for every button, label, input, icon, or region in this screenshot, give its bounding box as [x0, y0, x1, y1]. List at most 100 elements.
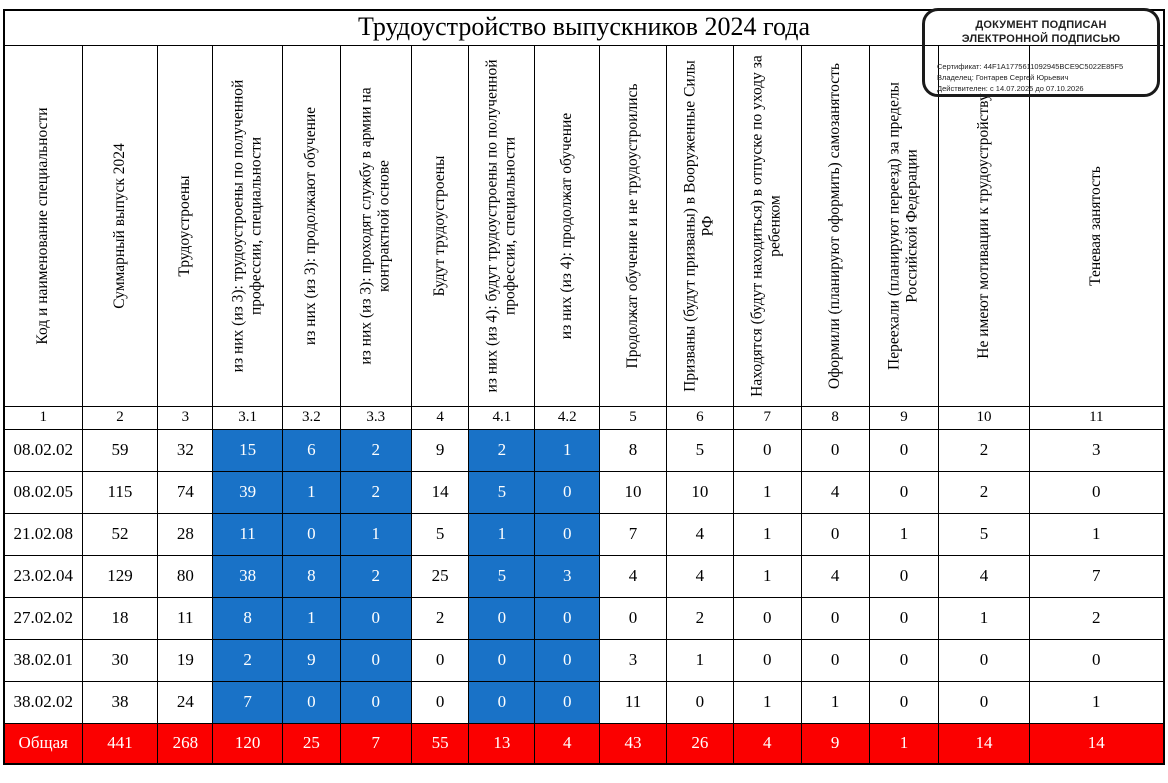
value-cell: 2	[665, 596, 734, 640]
specialty-code: 38.02.02	[3, 680, 83, 724]
col-header-label-3: Трудоустроены	[176, 174, 194, 277]
col-header-11: Теневая занятость	[1028, 44, 1165, 407]
col-number-3.2: 3.2	[282, 405, 341, 430]
value-cell: 0	[665, 680, 734, 724]
certificate-label: Сертификат:	[937, 61, 982, 71]
value-cell: 2	[212, 638, 284, 682]
stamp-title-line1: ДОКУМЕНТ ПОДПИСАН	[975, 19, 1107, 31]
col-header-label-8: Оформили (планируют оформить) самозанято…	[825, 62, 843, 389]
table-row: 27.02.02 18 11 8 1 0 2 0 0 0 2 0 0 0 1 2	[3, 596, 1165, 640]
value-cell: 1	[868, 512, 940, 556]
value-cell: 15	[212, 428, 284, 472]
table-row: 08.02.05 115 74 39 1 2 14 5 0 10 10 1 4 0 2 0	[3, 470, 1165, 514]
value-cell: 11	[157, 596, 214, 640]
page-title: Трудоустройство выпускников 2024 года	[3, 9, 1165, 46]
specialty-code: 08.02.02	[3, 428, 83, 472]
value-cell: 0	[282, 512, 341, 556]
col-header-4: Будут трудоустроены	[410, 44, 470, 407]
specialty-code: 38.02.01	[3, 638, 83, 682]
stamp-details: Сертификат: 44F1A1775611092945BCE9C5022E…	[937, 61, 1157, 95]
total-value-cell: 120	[212, 722, 284, 765]
value-cell: 6	[282, 428, 341, 472]
total-value-cell: 9	[800, 722, 870, 765]
value-cell: 2	[938, 428, 1030, 472]
value-cell: 2	[1028, 596, 1165, 640]
value-cell: 2	[410, 596, 470, 640]
value-cell: 14	[410, 470, 470, 514]
total-value-cell: 1	[868, 722, 940, 765]
value-cell: 0	[468, 680, 536, 724]
value-cell: 19	[157, 638, 214, 682]
value-cell: 0	[339, 680, 412, 724]
value-cell: 0	[468, 596, 536, 640]
value-cell: 8	[212, 596, 284, 640]
value-cell: 0	[339, 638, 412, 682]
value-cell: 1	[534, 428, 601, 472]
stamp-owner-line: Владелец: Гонтарев Сергей Юрьевич	[937, 72, 1157, 83]
value-cell: 0	[868, 554, 940, 598]
value-cell: 1	[665, 638, 734, 682]
value-cell: 5	[468, 554, 536, 598]
value-cell: 5	[938, 512, 1030, 556]
owner-label: Владелец:	[937, 72, 974, 82]
value-cell: 2	[339, 554, 412, 598]
value-cell: 1	[1028, 680, 1165, 724]
value-cell: 129	[81, 554, 159, 598]
value-cell: 74	[157, 470, 214, 514]
value-cell: 52	[81, 512, 159, 556]
col-number-8: 8	[800, 405, 870, 430]
value-cell: 0	[938, 638, 1030, 682]
header-row: Код и наименование специальности Суммарны…	[3, 44, 1165, 407]
value-cell: 115	[81, 470, 159, 514]
value-cell: 24	[157, 680, 214, 724]
value-cell: 0	[868, 680, 940, 724]
value-cell: 4	[800, 554, 870, 598]
value-cell: 8	[282, 554, 341, 598]
value-cell: 4	[938, 554, 1030, 598]
stamp-title-line2: ЭЛЕКТРОННОЙ ПОДПИСЬЮ	[961, 32, 1121, 45]
value-cell: 0	[534, 638, 601, 682]
value-cell: 11	[212, 512, 284, 556]
total-value-cell: 26	[665, 722, 734, 765]
value-cell: 59	[81, 428, 159, 472]
value-cell: 0	[534, 512, 601, 556]
col-header-label-7: Находятся (будут находиться) в отпуске п…	[748, 54, 785, 397]
value-cell: 38	[212, 554, 284, 598]
col-header-9: Переехали (планируют переезд) за пределы…	[868, 44, 940, 407]
signature-stamp: ДОКУМЕНТ ПОДПИСАН ЭЛЕКТРОННОЙ ПОДПИСЬЮ С…	[922, 8, 1160, 97]
total-value-cell: 25	[282, 722, 341, 765]
column-number-row: 1 2 3 3.1 3.2 3.3 4 4.1 4.2 5 6 7 8 9 10 11	[3, 405, 1165, 430]
col-header-label-4.2: из них (из 4): продолжат обучение	[558, 112, 576, 339]
col-header-3.3: из них (из 3): проходят службу в армии н…	[339, 44, 412, 407]
col-header-label-9: Переехали (планируют переезд) за пределы…	[885, 81, 921, 370]
value-cell: 0	[800, 596, 870, 640]
value-cell: 0	[732, 638, 802, 682]
col-header-3.1: из них (из 3): трудоустроены по полученн…	[212, 44, 284, 407]
value-cell: 7	[599, 512, 667, 556]
value-cell: 1	[339, 512, 412, 556]
table-row: 23.02.04 129 80 38 8 2 25 5 3 4 4 1 4 0 4 7	[3, 554, 1165, 598]
value-cell: 0	[410, 680, 470, 724]
specialty-code: 08.02.05	[3, 470, 83, 514]
total-value-cell: 4	[732, 722, 802, 765]
value-cell: 2	[468, 428, 536, 472]
value-cell: 2	[339, 428, 412, 472]
table-row: 38.02.01 30 19 2 9 0 0 0 0 3 1 0 0 0 0 0	[3, 638, 1165, 682]
col-number-4.1: 4.1	[468, 405, 536, 430]
total-value-cell: 14	[1028, 722, 1165, 765]
value-cell: 1	[732, 554, 802, 598]
col-number-3.3: 3.3	[339, 405, 412, 430]
col-header-4.1: из них (из 4): будут трудоустроены по по…	[468, 44, 536, 407]
total-value-cell: 7	[339, 722, 412, 765]
value-cell: 4	[800, 470, 870, 514]
value-cell: 1	[938, 596, 1030, 640]
total-label: Общая	[3, 722, 83, 765]
value-cell: 3	[599, 638, 667, 682]
col-header-10: Не имеют мотивации к трудоустройству	[938, 44, 1030, 407]
validity-label: Действителен:	[937, 84, 988, 93]
value-cell: 1	[800, 680, 870, 724]
col-header-label-3.3: из них (из 3): проходят службу в армии н…	[357, 86, 393, 365]
value-cell: 0	[534, 470, 601, 514]
col-header-label-11: Теневая занятость	[1087, 165, 1105, 286]
value-cell: 1	[732, 680, 802, 724]
